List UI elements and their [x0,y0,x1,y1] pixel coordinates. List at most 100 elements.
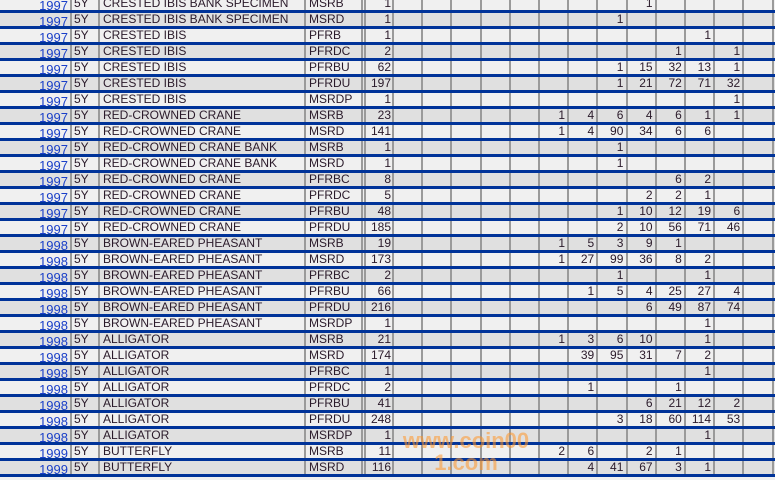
column-divider [567,205,569,218]
count-cell: 2 [645,445,653,458]
count-cell [422,333,451,346]
count-cell [539,461,568,474]
column-divider [626,317,628,330]
column-divider [421,205,423,218]
count-cell: 74 [726,301,741,314]
column-divider [655,29,657,42]
count-cell [539,0,568,10]
count-cell [510,301,539,314]
count-cell: 6 [675,125,682,138]
count-cell [714,445,743,458]
column-divider [364,301,366,314]
year-link[interactable]: 1997 [39,126,68,138]
column-divider [538,13,540,26]
year-link[interactable]: 1998 [39,238,68,250]
year-link[interactable]: 1997 [39,222,68,234]
column-divider [772,365,774,378]
count-cell [510,61,539,74]
grade-type-cell: PFRBU [309,205,350,218]
count-cell [597,429,626,442]
column-divider [364,285,366,298]
year-link[interactable]: 1999 [39,446,68,458]
year-link[interactable]: 1998 [39,254,68,266]
year-link[interactable]: 1998 [39,350,68,362]
count-cell [714,253,743,266]
year-link[interactable]: 1997 [39,142,68,154]
column-divider [392,125,394,138]
count-cell [510,285,539,298]
year-link[interactable]: 1998 [39,334,68,346]
coin-name-cell: RED-CROWNED CRANE [103,205,241,218]
count-cell [743,429,772,442]
year-link[interactable]: 1997 [39,0,68,10]
count-cell [714,29,743,42]
count-cell [422,221,451,234]
count-cell: 1 [704,365,711,378]
table-row: 1997 5Y CRESTED IBIS PFRB 1 1 [0,29,775,45]
column-divider [626,237,628,250]
year-link[interactable]: 1997 [39,78,68,90]
year-link[interactable]: 1998 [39,382,68,394]
count-cell [422,349,451,362]
coin-name-cell: BROWN-EARED PHEASANT [103,285,263,298]
year-link[interactable]: 1997 [39,158,68,170]
column-divider [304,269,306,282]
year-link[interactable]: 1998 [39,270,68,282]
year-link[interactable]: 1998 [39,430,68,442]
count-cell [481,157,510,170]
count-cell [568,429,597,442]
count-cell [451,333,480,346]
year-link[interactable]: 1998 [39,286,68,298]
year-link[interactable]: 1997 [39,46,68,58]
total-cell: 2 [384,45,391,58]
year-link[interactable]: 1997 [39,110,68,122]
year-link[interactable]: 1997 [39,206,68,218]
column-divider [742,13,744,26]
year-link[interactable]: 1997 [39,174,68,186]
table-row: 1998 5Y ALLIGATOR PFRDC 2 1 1 [0,381,775,397]
count-cell [451,0,480,10]
column-divider [361,45,363,58]
year-link[interactable]: 1997 [39,62,68,74]
column-divider [567,173,569,186]
year-link[interactable]: 1998 [39,366,68,378]
year-link[interactable]: 1998 [39,414,68,426]
count-cell [539,429,568,442]
column-divider [742,237,744,250]
count-cell [743,365,772,378]
count-cell [714,141,743,154]
count-cell: 1 [558,125,565,138]
column-divider [655,397,657,410]
year-link[interactable]: 1997 [39,94,68,106]
count-cell [539,93,568,106]
count-cell: 1 [733,93,741,106]
count-cell [656,429,685,442]
column-divider [304,13,306,26]
column-divider [567,141,569,154]
term-cell: 5Y [74,205,89,218]
column-divider [450,317,452,330]
column-divider [713,29,715,42]
year-link[interactable]: 1997 [39,30,68,42]
coin-name-cell: RED-CROWNED CRANE BANK [103,157,278,170]
column-divider [626,381,628,394]
count-cell: 1 [558,237,565,250]
column-divider [364,397,366,410]
year-link[interactable]: 1998 [39,398,68,410]
count-cell [539,397,568,410]
year-link[interactable]: 1999 [39,462,68,474]
count-cell: 1 [733,61,741,74]
year-link[interactable]: 1998 [39,302,68,314]
total-cell: 173 [370,253,391,266]
count-cell [597,301,626,314]
column-divider [361,317,363,330]
year-link[interactable]: 1998 [39,318,68,330]
column-divider [538,397,540,410]
year-link[interactable]: 1997 [39,14,68,26]
column-divider [421,221,423,234]
column-divider [713,0,715,10]
column-divider [538,461,540,474]
column-divider [392,301,394,314]
year-link[interactable]: 1997 [39,190,68,202]
column-divider [713,461,715,474]
